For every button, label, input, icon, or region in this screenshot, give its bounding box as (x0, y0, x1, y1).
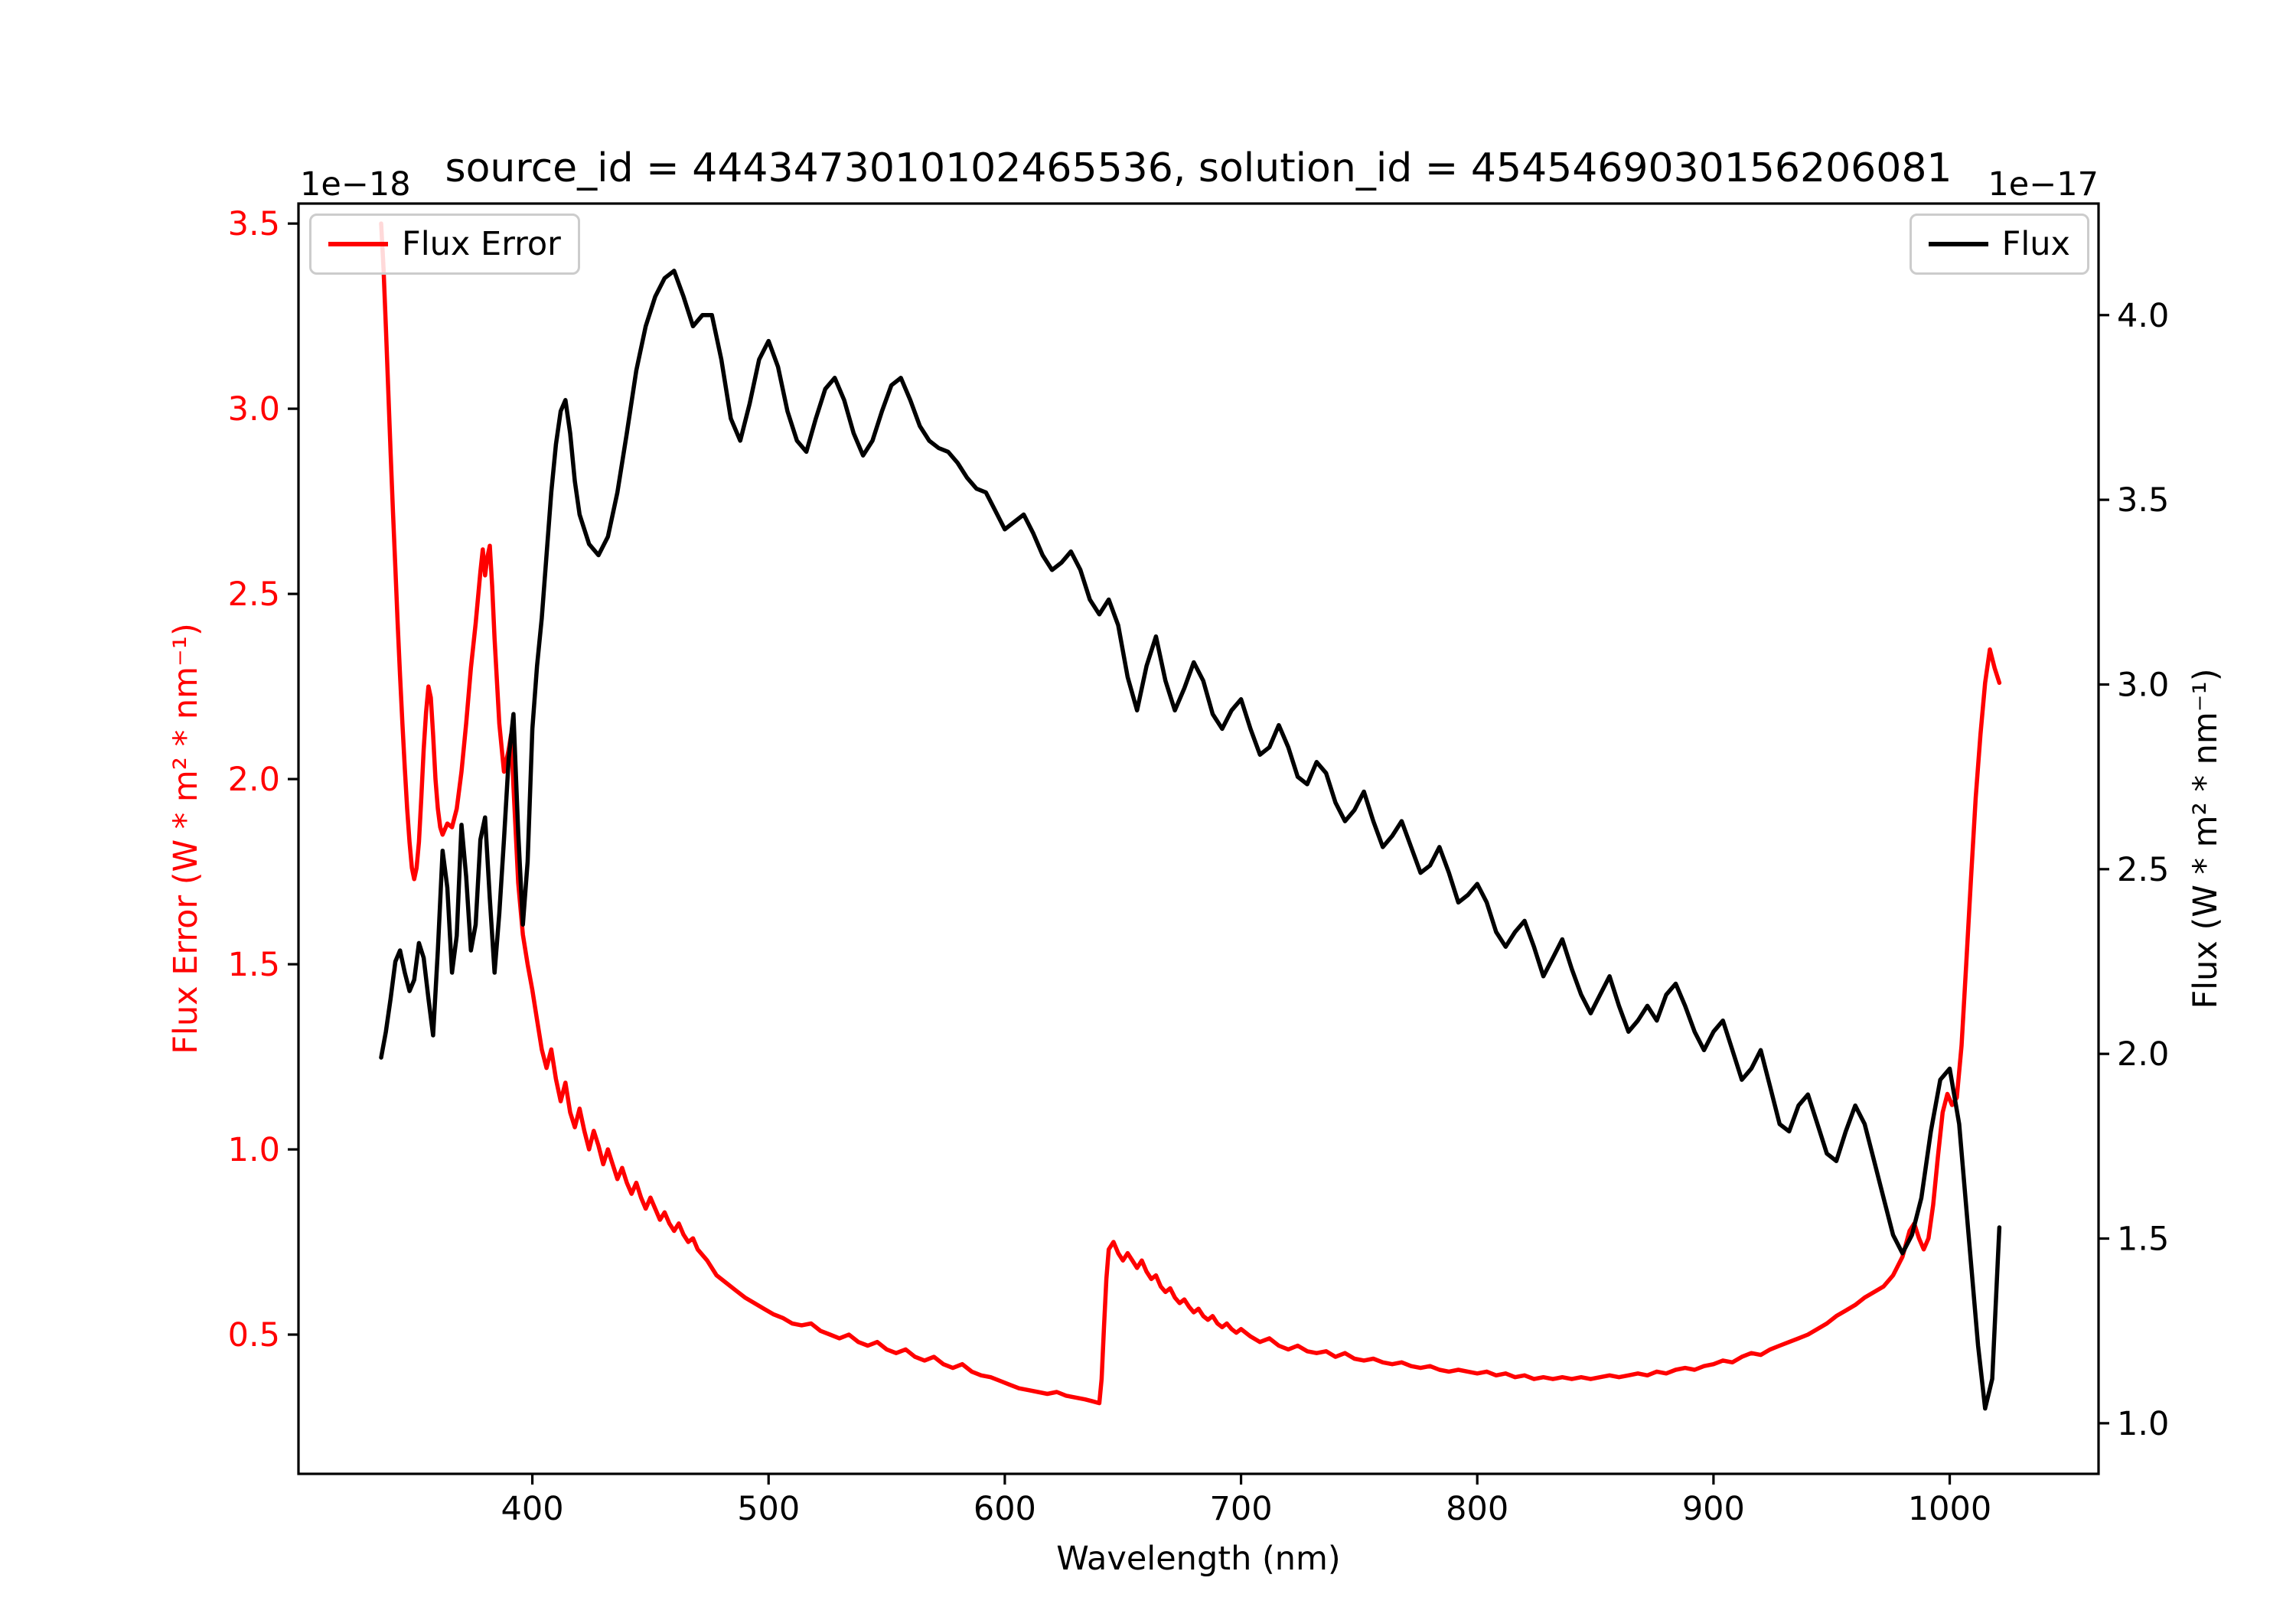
y-right-tick-label: 2.5 (2117, 851, 2169, 889)
y-right-tick-label: 1.0 (2117, 1405, 2169, 1443)
legend-flux-error-label: Flux Error (402, 225, 561, 263)
y-axis-label-right: Flux (W * m² * nm⁻¹) (2187, 668, 2225, 1009)
y-right-tick-label: 3.5 (2117, 481, 2169, 520)
right-axis-offset-text: 1e−17 (1988, 165, 2099, 204)
axes-spines (297, 202, 2100, 1475)
y-right-tick-label: 2.0 (2117, 1035, 2169, 1074)
x-tick-label: 500 (737, 1490, 800, 1528)
x-axis-label: Wavelength (nm) (1056, 1540, 1341, 1578)
y-left-tick-label: 0.5 (228, 1316, 280, 1354)
y-right-tick-label: 3.0 (2117, 666, 2169, 704)
legend-flux-label: Flux (2001, 225, 2070, 263)
y-left-tick-label: 3.0 (228, 390, 280, 429)
y-right-tick-label: 1.5 (2117, 1221, 2169, 1259)
x-tick-label: 1000 (1908, 1490, 1991, 1528)
legend-flux: Flux (1909, 214, 2089, 275)
x-tick-label: 700 (1210, 1490, 1273, 1528)
x-tick-label: 800 (1446, 1490, 1508, 1528)
y-left-tick-label: 1.0 (228, 1131, 280, 1169)
x-tick-label: 400 (501, 1490, 564, 1528)
legend-flux-line (1928, 242, 1988, 246)
x-tick-label: 600 (974, 1490, 1036, 1528)
y-left-tick-label: 1.5 (228, 946, 280, 984)
legend-flux-error: Flux Error (309, 214, 580, 275)
y-left-tick-label: 2.0 (228, 761, 280, 799)
flux-line (379, 269, 2002, 1411)
y-left-tick-label: 3.5 (228, 205, 280, 243)
chart-title: source_id = 4443473010102465536, solutio… (445, 145, 1952, 191)
legend-flux-error-line (328, 242, 388, 246)
flux-error-line (379, 221, 2002, 1406)
left-axis-offset-text: 1e−18 (300, 165, 411, 204)
y-axis-label-left: Flux Error (W * m² * nm⁻¹) (167, 623, 205, 1054)
y-left-tick-label: 2.5 (228, 575, 280, 614)
y-right-tick-label: 4.0 (2117, 297, 2169, 335)
x-tick-label: 900 (1682, 1490, 1745, 1528)
